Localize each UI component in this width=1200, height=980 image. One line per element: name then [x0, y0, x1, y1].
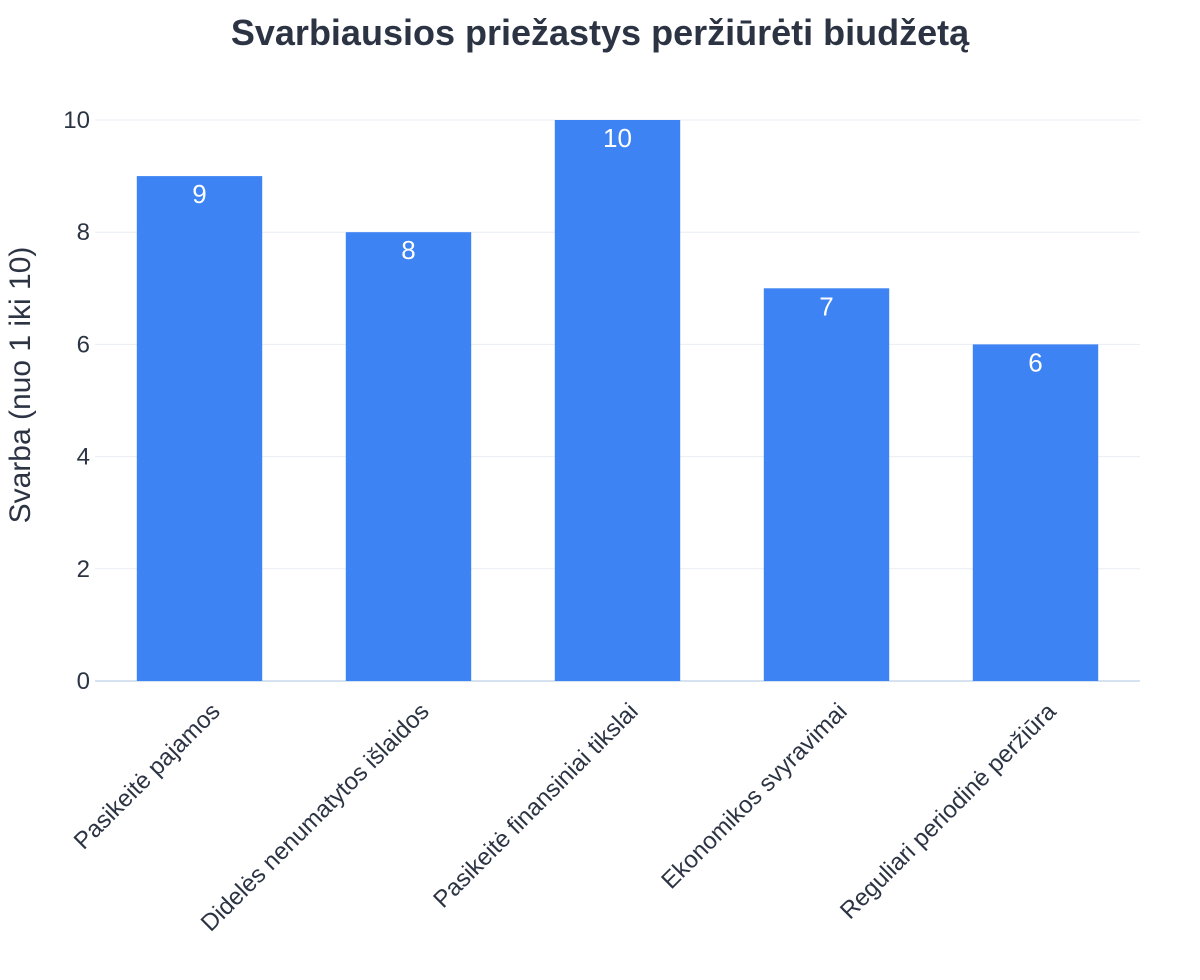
- x-tick-label: Pasikeitė finansiniai tikslai: [428, 698, 643, 913]
- y-tick-label: 2: [77, 556, 90, 583]
- y-tick-label: 0: [77, 668, 90, 695]
- bar: [972, 344, 1099, 681]
- bar-value-labels: 9 8 10 7 6: [192, 123, 1042, 377]
- chart-title: Svarbiausios priežastys peržiūrėti biudž…: [231, 12, 970, 53]
- x-tick-label: Pasikeitė pajamos: [69, 698, 226, 855]
- bar: [136, 176, 263, 681]
- bar-value-label: 6: [1028, 347, 1042, 377]
- bar-value-label: 8: [401, 235, 415, 265]
- y-tick-label: 6: [77, 331, 90, 358]
- y-tick-label: 8: [77, 219, 90, 246]
- bar: [554, 120, 681, 681]
- y-tick-label: 4: [77, 444, 90, 471]
- bar-value-label: 7: [819, 291, 833, 321]
- y-axis-ticks: 0 2 4 6 8 10: [63, 107, 90, 695]
- bars: [136, 120, 1099, 681]
- bar: [763, 288, 890, 681]
- bar: [345, 232, 472, 681]
- bar-value-label: 10: [603, 123, 632, 153]
- x-tick-label: Ekonomikos svyravimai: [656, 698, 852, 894]
- bar-value-label: 9: [192, 179, 206, 209]
- y-tick-label: 10: [63, 107, 90, 134]
- x-tick-label: Didelės nenumatytos išlaidos: [196, 698, 435, 937]
- y-axis-label: Svarba (nuo 1 iki 10): [4, 247, 37, 524]
- x-tick-label: Reguliari periodinė peržiūra: [835, 698, 1062, 925]
